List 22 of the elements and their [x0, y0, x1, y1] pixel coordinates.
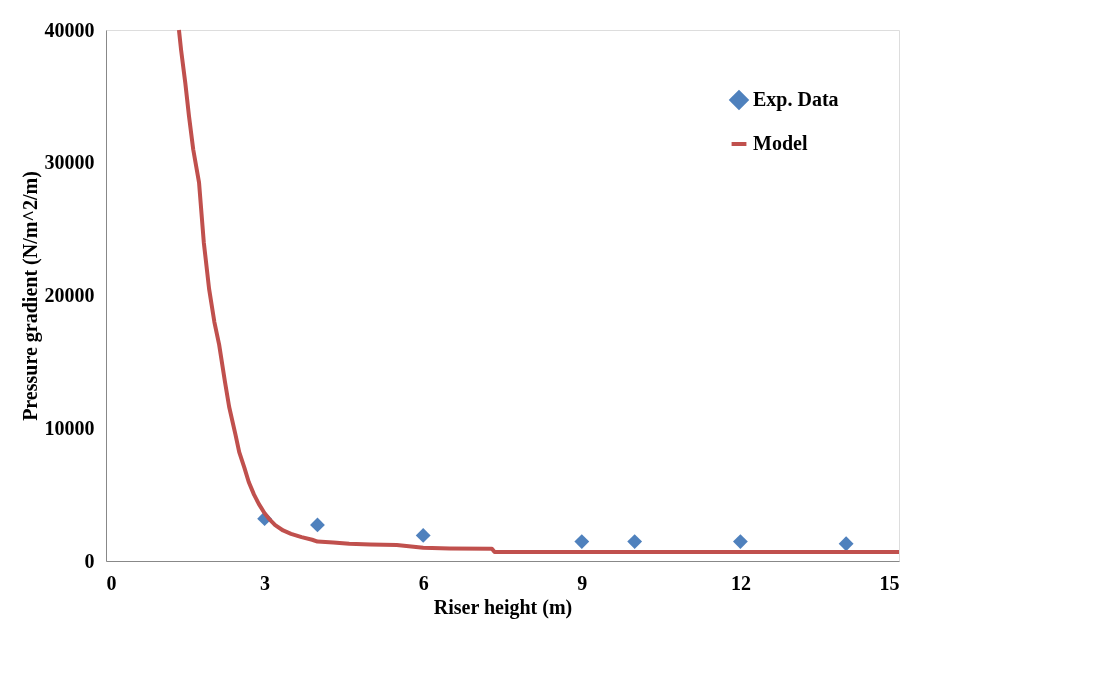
y-tick-label: 20000 [44, 284, 95, 306]
x-tick-label: 15 [879, 571, 900, 594]
y-tick-label: 0 [84, 549, 95, 572]
y-axis-title: Pressure gradient (N/m^2/m) [18, 171, 42, 421]
x-tick-label: 12 [730, 571, 751, 594]
y-tick-label: 40000 [44, 18, 95, 41]
point [627, 534, 643, 550]
point [310, 517, 325, 533]
y-tick-label: 30000 [44, 151, 95, 174]
legend-label: Exp. Data [753, 88, 839, 111]
y-tick-label: 10000 [44, 416, 95, 439]
point [415, 527, 431, 543]
x-tick-label: 0 [106, 571, 117, 594]
legend-label: Model [753, 132, 808, 154]
x-tick-label: 9 [577, 571, 588, 594]
point [574, 534, 590, 550]
x-axis-title: Riser height (m) [433, 595, 573, 619]
point [732, 534, 748, 550]
x-tick-label: 6 [418, 571, 429, 594]
x-tick-label: 3 [260, 571, 271, 594]
line-series [176, 28, 901, 554]
point [838, 536, 854, 552]
